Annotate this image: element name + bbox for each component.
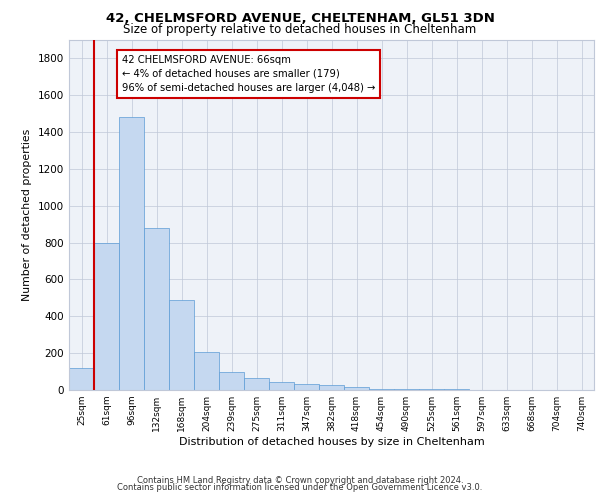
Bar xyxy=(294,384,319,390)
Bar xyxy=(94,242,119,390)
Bar xyxy=(69,368,94,390)
Bar xyxy=(219,372,244,390)
Text: 42, CHELMSFORD AVENUE, CHELTENHAM, GL51 3DN: 42, CHELMSFORD AVENUE, CHELTENHAM, GL51 … xyxy=(106,12,494,26)
Bar xyxy=(119,118,144,390)
Bar xyxy=(169,300,194,390)
Bar xyxy=(269,382,294,390)
Text: 42 CHELMSFORD AVENUE: 66sqm
← 4% of detached houses are smaller (179)
96% of sem: 42 CHELMSFORD AVENUE: 66sqm ← 4% of deta… xyxy=(121,54,375,92)
Bar xyxy=(394,389,419,390)
Bar xyxy=(144,228,169,390)
Bar xyxy=(319,385,344,390)
Bar xyxy=(344,386,369,390)
Y-axis label: Number of detached properties: Number of detached properties xyxy=(22,129,32,301)
Bar xyxy=(194,352,219,390)
Text: Contains HM Land Registry data © Crown copyright and database right 2024.: Contains HM Land Registry data © Crown c… xyxy=(137,476,463,485)
Bar xyxy=(244,378,269,390)
X-axis label: Distribution of detached houses by size in Cheltenham: Distribution of detached houses by size … xyxy=(179,437,484,447)
Text: Contains public sector information licensed under the Open Government Licence v3: Contains public sector information licen… xyxy=(118,484,482,492)
Bar xyxy=(369,388,394,390)
Text: Size of property relative to detached houses in Cheltenham: Size of property relative to detached ho… xyxy=(124,22,476,36)
